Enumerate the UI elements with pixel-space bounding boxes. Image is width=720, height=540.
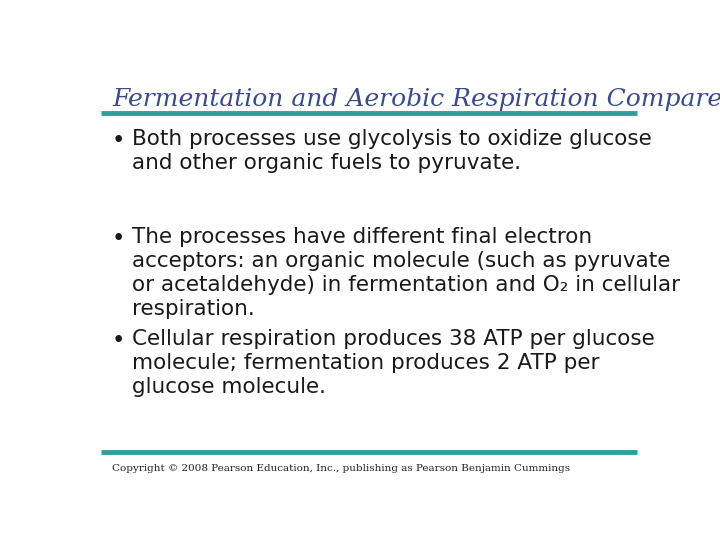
Text: respiration.: respiration.	[132, 299, 255, 319]
Text: Copyright © 2008 Pearson Education, Inc., publishing as Pearson Benjamin Cumming: Copyright © 2008 Pearson Education, Inc.…	[112, 464, 570, 474]
Text: and other organic fuels to pyruvate.: and other organic fuels to pyruvate.	[132, 153, 521, 173]
Text: •: •	[111, 329, 125, 352]
Text: or acetaldehyde) in fermentation and O₂ in cellular: or acetaldehyde) in fermentation and O₂ …	[132, 275, 680, 295]
Text: acceptors: an organic molecule (such as pyruvate: acceptors: an organic molecule (such as …	[132, 251, 670, 271]
Text: Both processes use glycolysis to oxidize glucose: Both processes use glycolysis to oxidize…	[132, 129, 652, 149]
Text: Cellular respiration produces 38 ATP per glucose: Cellular respiration produces 38 ATP per…	[132, 329, 654, 349]
Text: molecule; fermentation produces 2 ATP per: molecule; fermentation produces 2 ATP pe…	[132, 353, 599, 373]
Text: Fermentation and Aerobic Respiration Compared: Fermentation and Aerobic Respiration Com…	[112, 87, 720, 111]
Text: glucose molecule.: glucose molecule.	[132, 377, 326, 397]
Text: The processes have different final electron: The processes have different final elect…	[132, 227, 592, 247]
Text: •: •	[111, 227, 125, 250]
Text: •: •	[111, 129, 125, 152]
